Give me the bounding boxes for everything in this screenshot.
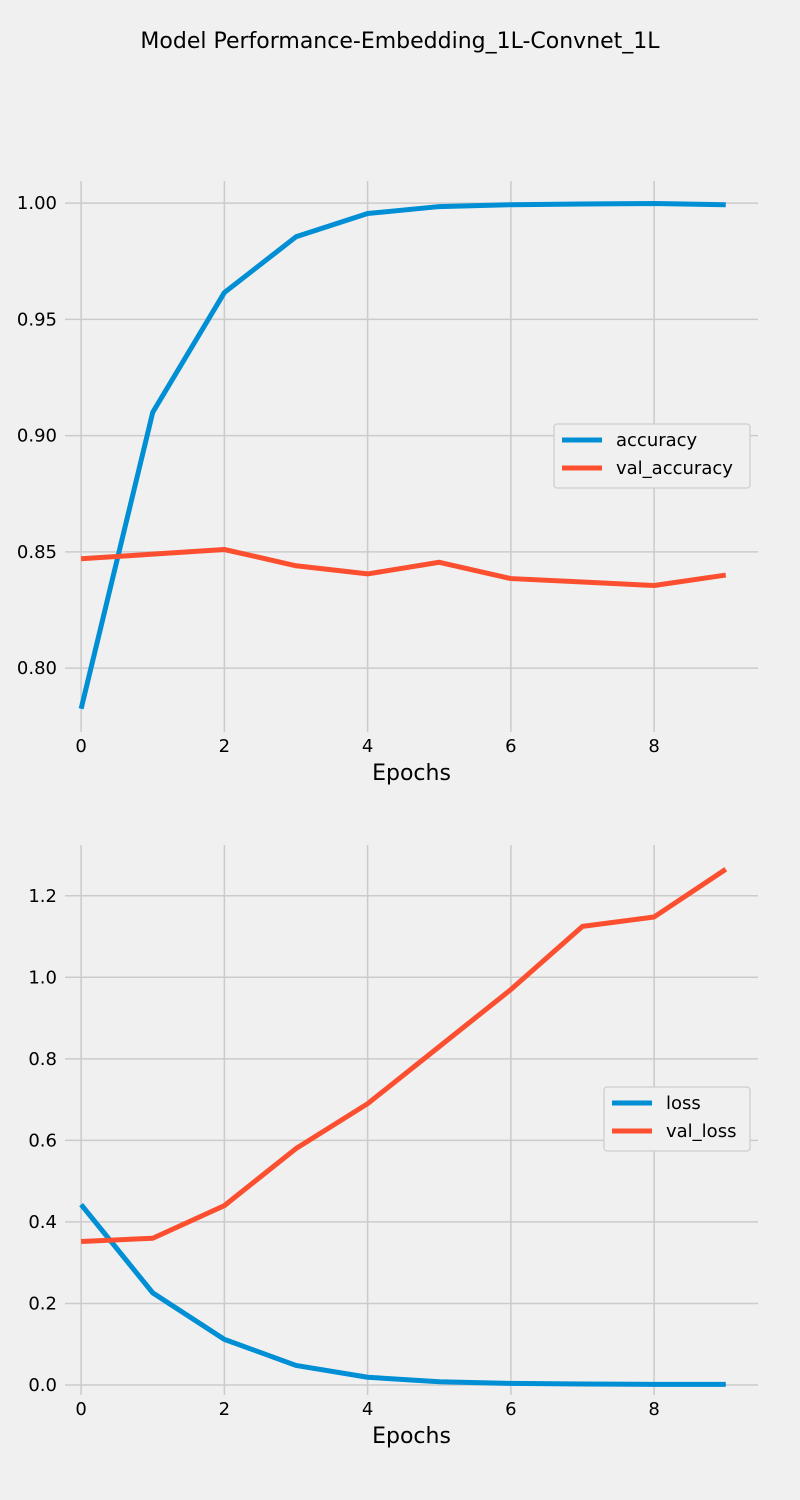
legend-frame bbox=[553, 423, 751, 489]
x-tick-label: 4 bbox=[362, 1399, 373, 1420]
y-tick-label: 0.90 bbox=[17, 426, 57, 447]
legend: loss val_loss bbox=[603, 1086, 751, 1152]
x-tick-label: 4 bbox=[362, 736, 373, 757]
x-axis-label: Epochs bbox=[372, 761, 451, 786]
x-tick-label: 2 bbox=[219, 736, 230, 757]
loss-panel: 0 2 4 6 8 0.0 0.2 0.4 0.6 0.8 1.0 1.2 Epochs loss val_… bbox=[28, 845, 758, 1449]
legend: accuracy val_accuracy bbox=[553, 423, 751, 489]
x-tick-label: 2 bbox=[219, 1399, 230, 1420]
figure-title: Model Performance-Embedding_1L-Convnet_1… bbox=[140, 29, 660, 54]
legend-label-val_accuracy: val_accuracy bbox=[616, 458, 733, 479]
y-tick-label: 1.2 bbox=[28, 886, 57, 907]
y-tick-label: 0.85 bbox=[17, 542, 57, 563]
y-tick-label: 0.0 bbox=[28, 1375, 57, 1396]
x-axis-label: Epochs bbox=[372, 1424, 451, 1449]
y-tick-label: 1.0 bbox=[28, 967, 57, 988]
x-tick-label: 8 bbox=[648, 1399, 659, 1420]
y-tick-label: 0.80 bbox=[17, 658, 57, 679]
x-tick-label: 8 bbox=[648, 736, 659, 757]
y-tick-label: 1.00 bbox=[17, 193, 57, 214]
legend-label-loss: loss bbox=[666, 1093, 701, 1114]
accuracy-panel: 0 2 4 6 8 0.80 0.85 0.90 0.95 1.00 Epochs accuracy v… bbox=[17, 181, 758, 786]
y-tick-label: 0.8 bbox=[28, 1049, 57, 1070]
y-tick-label: 0.95 bbox=[17, 309, 57, 330]
series-line-loss bbox=[79, 1203, 726, 1387]
x-tick-label: 0 bbox=[75, 1399, 86, 1420]
series-line-val_loss bbox=[81, 867, 728, 1244]
legend-label-val_loss: val_loss bbox=[666, 1121, 736, 1142]
y-tick-label: 0.4 bbox=[28, 1212, 57, 1233]
x-tick-label: 6 bbox=[505, 736, 516, 757]
legend-label-accuracy: accuracy bbox=[616, 430, 698, 451]
x-tick-label: 6 bbox=[505, 1399, 516, 1420]
series-line-accuracy bbox=[78, 201, 726, 710]
y-tick-label: 0.6 bbox=[28, 1130, 57, 1151]
y-tick-label: 0.2 bbox=[28, 1293, 57, 1314]
series-line-val_accuracy bbox=[80, 547, 727, 589]
x-tick-label: 0 bbox=[75, 736, 86, 757]
